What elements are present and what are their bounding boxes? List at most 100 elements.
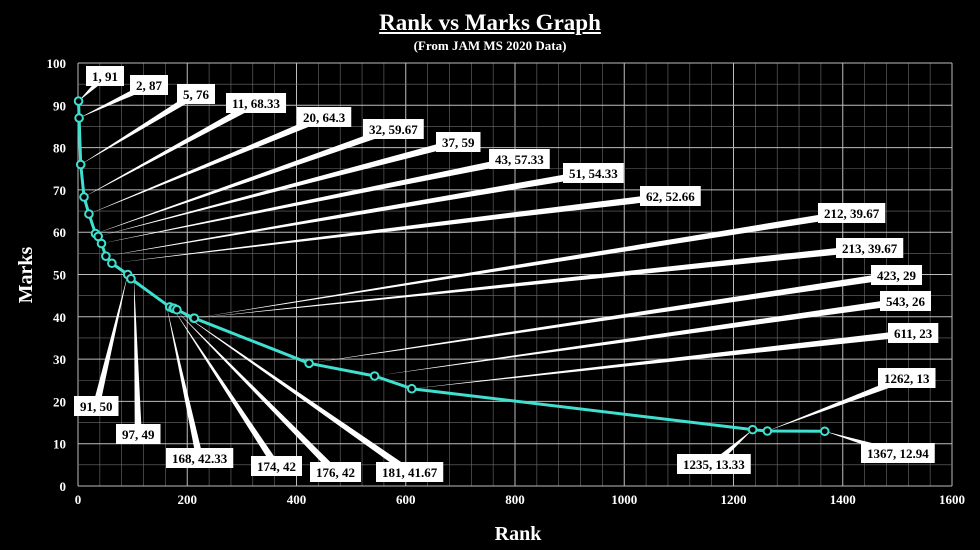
data-point — [101, 251, 111, 261]
x-tick-label: 600 — [396, 492, 416, 507]
label-box — [177, 84, 215, 104]
label-callout — [767, 374, 908, 432]
data-label: 91, 50 — [80, 399, 113, 414]
data-label: 62, 52.66 — [646, 189, 695, 204]
label-box — [166, 448, 234, 468]
label-box — [226, 93, 287, 113]
data-point — [369, 371, 380, 381]
data-label: 32, 59.67 — [369, 122, 418, 137]
data-point — [304, 358, 314, 369]
y-tick-label: 0 — [60, 479, 67, 494]
label-callout — [374, 297, 906, 377]
x-tick-label: 1400 — [830, 492, 856, 507]
callouts — [78, 73, 914, 475]
data-point — [172, 304, 182, 315]
y-tick-label: 30 — [53, 352, 66, 367]
data-label: 423, 29 — [877, 268, 917, 283]
label-box — [888, 323, 939, 343]
data-label: 174, 42 — [257, 459, 296, 474]
data-point — [747, 424, 758, 435]
label-box — [436, 132, 481, 152]
data-label: 43, 57.33 — [495, 152, 544, 167]
label-callout — [88, 113, 326, 215]
data-label: 543, 26 — [886, 294, 926, 309]
label-box — [640, 186, 701, 206]
data-label: 611, 23 — [894, 326, 933, 341]
label-callout — [174, 308, 338, 475]
data-point — [74, 113, 84, 123]
label-callout — [176, 309, 412, 475]
y-tick-label: 50 — [53, 268, 66, 283]
label-box — [489, 149, 550, 169]
label-callout — [193, 209, 853, 319]
label-box — [130, 75, 168, 95]
label-box — [74, 396, 119, 416]
label-callout — [95, 125, 395, 234]
data-label: 168, 42.33 — [172, 451, 228, 466]
label-box — [363, 119, 424, 139]
label-callout — [133, 278, 142, 435]
x-tick-label: 0 — [75, 492, 82, 507]
data-point — [75, 159, 86, 170]
label-box — [116, 424, 161, 444]
data-point — [107, 258, 117, 269]
data-label: 37, 59 — [442, 135, 475, 150]
y-tick-label: 10 — [53, 437, 66, 452]
label-box — [878, 368, 936, 388]
y-tick-label: 90 — [53, 98, 66, 113]
data-label: 212, 39.67 — [824, 206, 880, 221]
y-tick-label: 100 — [47, 56, 67, 71]
data-label: 97, 49 — [122, 427, 155, 442]
label-box — [86, 66, 124, 86]
chart-title: Rank vs Marks Graph — [379, 10, 601, 35]
data-label: 176, 42 — [316, 465, 355, 480]
label-box — [310, 462, 361, 482]
chart-subtitle: (From JAM MS 2020 Data) — [413, 38, 567, 53]
data-point — [406, 383, 417, 394]
data-point — [79, 192, 89, 202]
label-box — [677, 454, 751, 474]
y-tick-label: 60 — [53, 225, 66, 240]
x-tick-label: 1200 — [721, 492, 747, 507]
label-box — [871, 265, 922, 285]
data-point — [84, 209, 94, 219]
x-axis-title: Rank — [495, 523, 543, 545]
data-label: 1, 91 — [92, 69, 118, 84]
label-box — [251, 456, 302, 476]
label-box — [297, 107, 352, 127]
y-tick-label: 80 — [53, 141, 66, 156]
x-tick-label: 200 — [178, 492, 198, 507]
data-point — [73, 96, 84, 106]
data-point — [819, 426, 830, 437]
label-callout — [101, 155, 521, 244]
x-tick-label: 1000 — [611, 492, 637, 507]
label-box — [376, 462, 444, 482]
data-label: 20, 64.3 — [303, 110, 346, 125]
label-callout — [411, 329, 914, 389]
data-label: 213, 39.67 — [842, 241, 898, 256]
label-callout — [111, 192, 671, 264]
data-label: 11, 68.33 — [232, 96, 281, 111]
data-point — [96, 238, 107, 249]
label-box — [861, 443, 935, 463]
label-box — [818, 203, 886, 223]
label-box — [563, 163, 624, 183]
y-tick-label: 20 — [53, 394, 66, 409]
y-axis-title: Marks — [15, 246, 37, 303]
data-label: 5, 76 — [183, 87, 210, 102]
label-callout — [98, 138, 460, 237]
label-callout — [80, 91, 198, 165]
data-point — [762, 426, 773, 436]
label-box — [880, 291, 931, 311]
data-point — [189, 313, 200, 323]
y-tick-label: 70 — [53, 183, 66, 198]
label-callout — [309, 271, 898, 364]
label-callout — [105, 169, 594, 257]
x-tick-label: 1600 — [939, 492, 965, 507]
x-tick-label: 400 — [287, 492, 307, 507]
tick-labels: 0 200 400 600 800 1000 1200 1400 1600 0 10 20 30 40 50… — [47, 56, 966, 507]
data-points — [73, 96, 830, 437]
data-label: 181, 41.67 — [382, 465, 438, 480]
label-callout — [84, 99, 258, 197]
